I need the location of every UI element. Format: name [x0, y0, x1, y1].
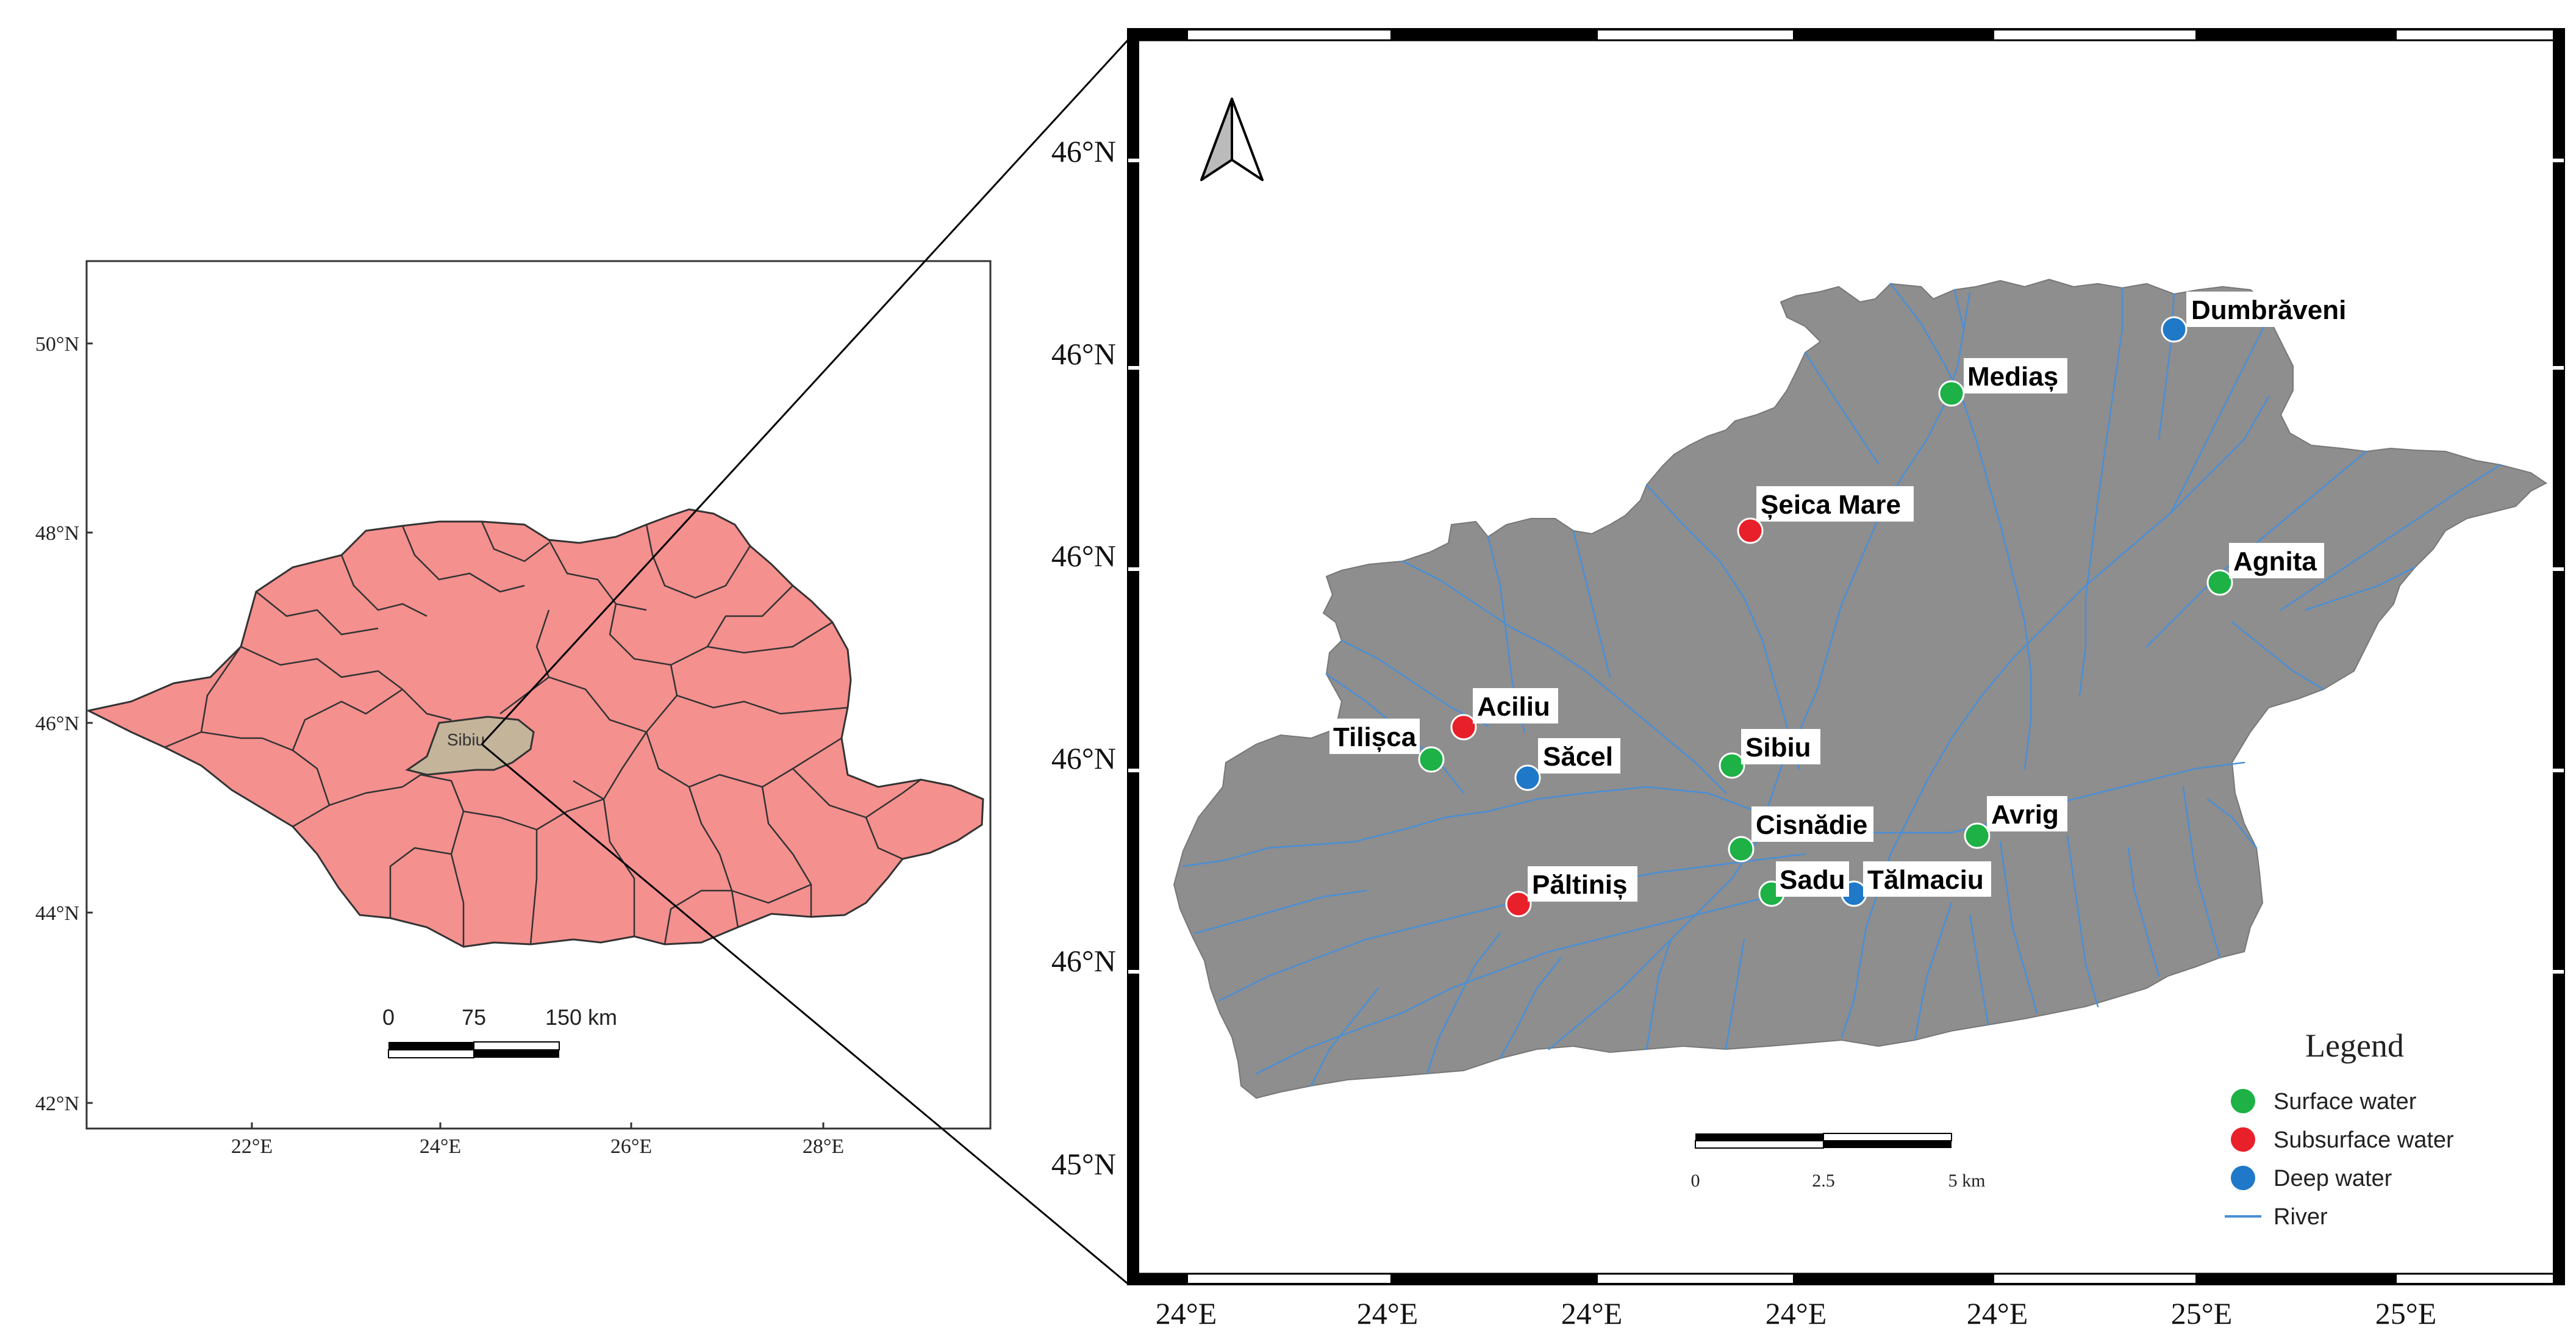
site-label: Dumbrăveni: [2191, 295, 2346, 325]
main-lon-axis: 24°E 24°E 24°E 24°E 24°E 25°E 25°E: [1156, 1296, 2437, 1330]
main-map: 46°N 46°N 46°N 46°N 46°N 45°N 24°E 24°E …: [1051, 28, 2565, 1330]
sibiu-county-label: Sibiu: [447, 730, 485, 749]
county-borders: [164, 521, 921, 947]
site-label: Sibiu: [1745, 733, 1811, 763]
main-lat-label: 45°N: [1051, 1147, 1116, 1181]
site-label: Tilișca: [1333, 722, 1417, 752]
main-lon-label: 24°E: [1967, 1296, 2028, 1330]
site-marker-dumbraveni[interactable]: [2161, 316, 2188, 343]
inset-scalebar: 0 75 150 km: [382, 1005, 617, 1058]
site-label: Cisnădie: [1756, 810, 1867, 840]
main-lat-axis: 46°N 46°N 46°N 46°N 46°N 45°N: [1051, 134, 1116, 1181]
site-marker-agnita[interactable]: [2206, 569, 2233, 596]
main-scalebar-label: 2.5: [1812, 1171, 1835, 1191]
main-lat-label: 46°N: [1051, 337, 1116, 371]
site-marker-sibiu[interactable]: [1719, 752, 1745, 779]
site-label: Aciliu: [1477, 692, 1550, 722]
legend-item-label: River: [2274, 1204, 2328, 1230]
legend-item-label: Surface water: [2274, 1089, 2417, 1115]
zoom-connector: [481, 38, 1129, 1285]
inset-lon-label: 28°E: [803, 1135, 844, 1158]
inset-scalebar-label: 0: [382, 1005, 395, 1030]
site-label: Săcel: [1543, 742, 1613, 772]
main-scalebar-label: 5 km: [1948, 1171, 1986, 1191]
main-lon-label: 24°E: [1561, 1296, 1623, 1330]
site-marker-paltinis[interactable]: [1505, 891, 1532, 917]
legend-deep-icon: [2231, 1166, 2255, 1190]
inset-scalebar-label: 75: [462, 1005, 486, 1030]
main-lon-label: 25°E: [2171, 1296, 2233, 1330]
neatline-pattern: [1128, 29, 2564, 1284]
north-arrow-icon: [1200, 98, 1264, 181]
site-marker-tilisca[interactable]: [1418, 746, 1445, 773]
inset-lon-label: 26°E: [610, 1135, 652, 1158]
main-lat-label: 46°N: [1051, 741, 1116, 775]
inset-map: 50°N 48°N 46°N 44°N 42°N 22°E 24°E 26°E …: [35, 260, 992, 1158]
legend: Legend Surface water Subsurface water De…: [2225, 1027, 2454, 1230]
main-lon-label: 25°E: [2375, 1296, 2437, 1330]
inset-lat-label: 46°N: [35, 713, 79, 735]
inset-scalebar-label: 150 km: [545, 1005, 617, 1030]
inset-lat-label: 44°N: [35, 902, 79, 925]
site-marker-aciliu[interactable]: [1450, 714, 1477, 741]
site-labels: Dumbrăveni Mediaș Șeica Mare Agnita Acil…: [1329, 292, 2346, 902]
legend-item-label: Deep water: [2274, 1166, 2392, 1191]
inset-lon-label: 24°E: [420, 1135, 461, 1158]
site-label: Șeica Mare: [1761, 490, 1901, 520]
main-lat-label: 46°N: [1051, 944, 1116, 978]
site-label: Agnita: [2233, 547, 2317, 576]
main-lat-label: 46°N: [1051, 134, 1116, 168]
inset-lat-label: 48°N: [35, 522, 79, 545]
main-scalebar-label: 0: [1691, 1171, 1700, 1191]
main-scalebar: 0 2.5 5 km: [1691, 1133, 1986, 1191]
site-marker-seica-mare[interactable]: [1737, 517, 1764, 544]
inset-lat-label: 50°N: [35, 333, 79, 356]
main-lon-label: 24°E: [1156, 1296, 1217, 1330]
main-lon-label: 24°E: [1766, 1296, 1827, 1330]
inset-lon-label: 22°E: [231, 1135, 273, 1158]
legend-item-label: Subsurface water: [2274, 1127, 2454, 1153]
inset-lat-axis: 50°N 48°N 46°N 44°N 42°N: [35, 333, 93, 1115]
inset-lon-axis: 22°E 24°E 26°E 28°E: [231, 1122, 844, 1158]
site-marker-sacel[interactable]: [1514, 764, 1541, 791]
main-lat-label: 46°N: [1051, 539, 1116, 573]
legend-title: Legend: [2305, 1027, 2404, 1064]
legend-surface-icon: [2231, 1089, 2255, 1113]
site-markers: [1418, 316, 2233, 917]
site-marker-cisnadie[interactable]: [1728, 836, 1755, 863]
main-lon-label: 24°E: [1357, 1296, 1419, 1330]
site-label: Sadu: [1780, 865, 1845, 895]
site-marker-medias[interactable]: [1938, 380, 1965, 407]
site-label: Tălmaciu: [1867, 865, 1984, 895]
legend-subsurface-icon: [2231, 1127, 2255, 1152]
site-label: Păltiniș: [1532, 870, 1628, 900]
inset-lat-label: 42°N: [35, 1093, 79, 1115]
site-label: Mediaș: [1967, 362, 2058, 392]
site-label: Avrig: [1991, 800, 2059, 830]
site-marker-avrig[interactable]: [1964, 822, 1991, 849]
